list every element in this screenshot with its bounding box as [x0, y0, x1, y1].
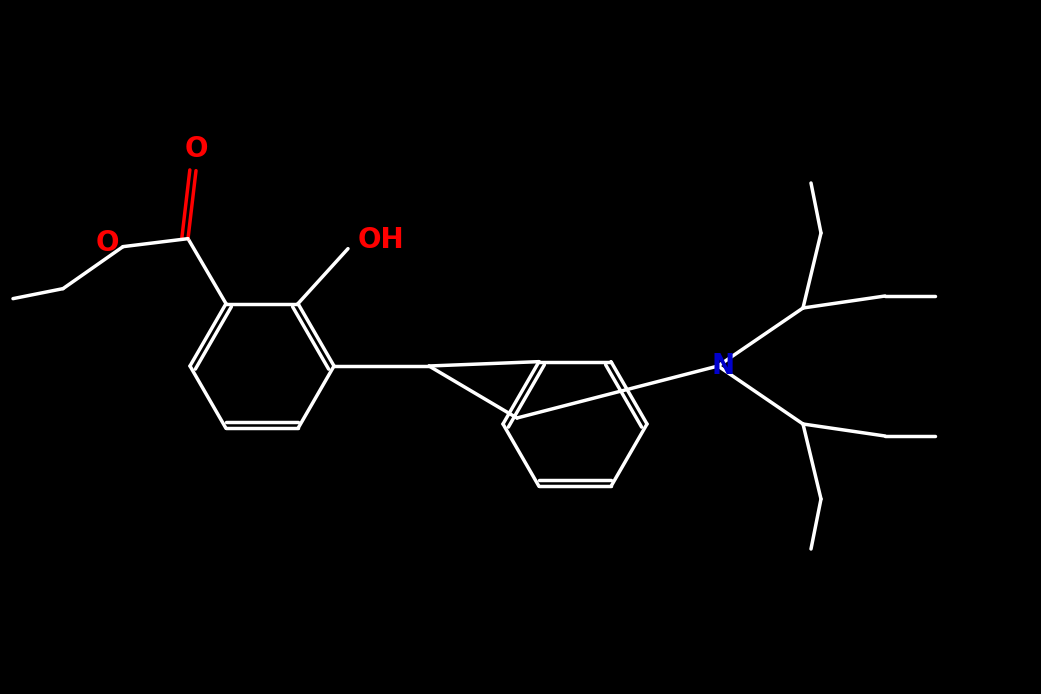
Text: N: N [711, 352, 735, 380]
Text: OH: OH [358, 226, 405, 253]
Text: O: O [184, 135, 208, 162]
Text: O: O [96, 228, 119, 257]
